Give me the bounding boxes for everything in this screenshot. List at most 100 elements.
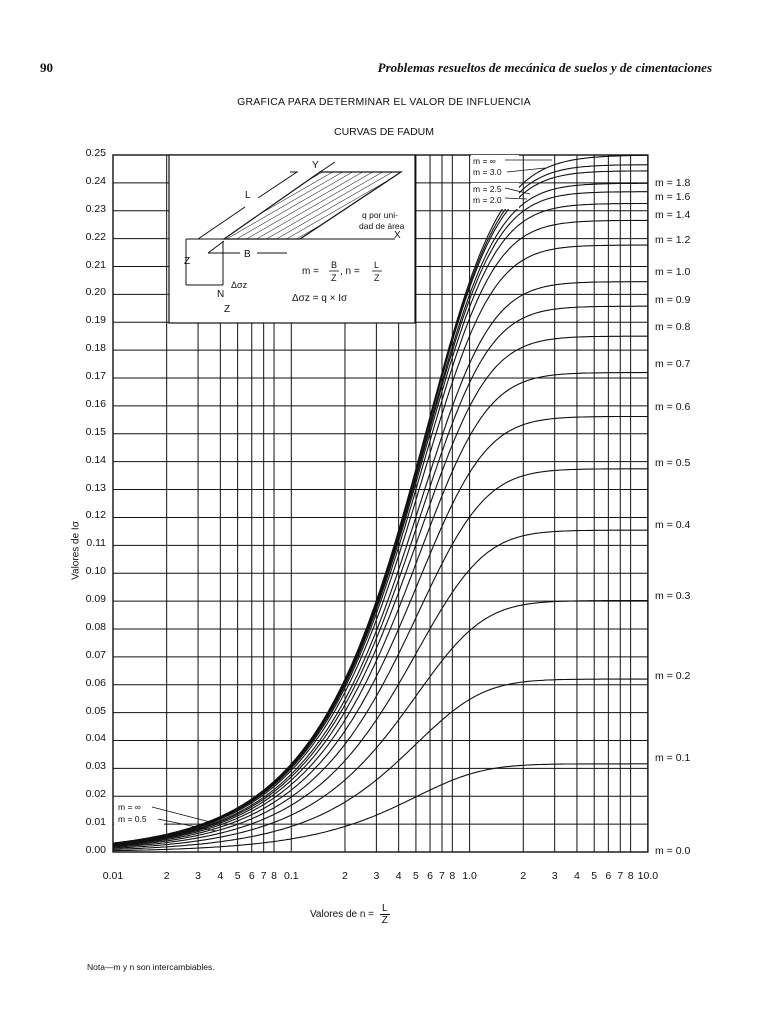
chart-subtitle: CURVAS DE FADUM [334, 126, 434, 138]
x-tick-label: 2 [342, 870, 348, 882]
curve-label: m = 0.3 [655, 590, 691, 602]
y-tick-label: 0.18 [85, 342, 106, 355]
inset-load-line1: q por uni- [362, 210, 398, 220]
y-tick-label: 0.05 [85, 704, 106, 717]
running-head: Problemas resueltos de mecánica de suelo… [377, 60, 712, 75]
x-tick-label: 8 [449, 870, 456, 882]
curve-label: m = 1.0 [655, 266, 691, 278]
chart-title: GRAFICA PARA DETERMINAR EL VALOR DE INFL… [237, 96, 531, 108]
inset-label-B: B [244, 249, 251, 260]
inset-label-dsigma: Δσz [231, 280, 248, 290]
y-tick-label: 0.13 [85, 481, 106, 494]
curve-label: m = 1.8 [655, 177, 691, 189]
x-axis-fraction: L Z [380, 903, 390, 926]
callout-bottom-m-0-5: m = 0.5 [118, 814, 147, 824]
callout-bottom-m-inf: m = ∞ [118, 802, 141, 812]
curve-m-0-7 [112, 372, 648, 846]
inset-diagram: L Y X B Z N Z Δσz q por uni- dad de área… [168, 154, 416, 324]
x-tick-label: 1.0 [462, 870, 477, 882]
curve-m-0-2 [112, 678, 648, 850]
inset-label-N: N [217, 289, 224, 300]
callout-m-2: m = 2.0 [473, 195, 502, 205]
curve-m-0-8 [112, 335, 648, 846]
y-tick-label: 0.08 [85, 620, 106, 633]
x-tick-label: 2 [163, 870, 170, 882]
callout-m-inf: m = ∞ [473, 156, 496, 166]
x-axis-label-prefix: Valores de n = [310, 909, 375, 920]
x-tick-label: 5 [413, 870, 419, 882]
x-tick-label: 7 [439, 870, 445, 882]
y-tick-label: 0.03 [85, 760, 106, 773]
y-tick-label: 0.14 [85, 453, 106, 466]
formula-n-label: , n = [340, 266, 360, 277]
x-axis-label: Valores de n = L Z [310, 903, 390, 926]
curve-m-1 [112, 281, 648, 845]
x-axis-fraction-den: Z [381, 915, 388, 926]
callout-bottom-labels: m = ∞ m = 0.5 [114, 801, 217, 832]
x-tick-label: 7 [617, 870, 624, 882]
y-tick-label: 0.10 [85, 565, 106, 578]
y-tick-label: 0.06 [85, 676, 106, 689]
x-tick-label: 6 [427, 870, 433, 882]
curve-label: m = 0.5 [655, 457, 691, 469]
footnote: Nota—m y n son intercambiables. [87, 962, 215, 972]
x-tick-label: 5 [591, 870, 598, 882]
x-tick-label: 10.0 [637, 870, 659, 882]
x-tick-label: 6 [605, 870, 612, 882]
y-tick-label: 0.24 [85, 174, 106, 187]
inset-label-Z-bottom: Z [224, 304, 230, 315]
curve-m-1-4 [112, 219, 648, 845]
x-tick-label: 8 [271, 870, 277, 882]
curve-label: m = 0.2 [655, 670, 691, 682]
y-tick-label: 0.11 [86, 537, 106, 550]
x-tick-label: 5 [234, 870, 241, 882]
y-tick-label: 0.07 [85, 648, 106, 661]
y-tick-label: 0.22 [85, 230, 106, 243]
y-tick-label: 0.16 [85, 397, 106, 410]
inset-label-L: L [245, 190, 251, 201]
y-tick-label: 0.01 [85, 816, 106, 829]
y-tick-label: 0.20 [85, 286, 106, 299]
formula-m-label: m = [302, 266, 319, 277]
formula-n-den: Z [374, 273, 380, 283]
y-tick-label: 0.23 [85, 202, 106, 215]
formula-n-num: L [374, 260, 379, 270]
x-tick-label: 6 [248, 870, 255, 882]
x-tick-label: 3 [551, 870, 558, 882]
formula-m-den: Z [331, 273, 337, 283]
x-tick-label: 4 [574, 870, 580, 882]
curve-label: m = 0.8 [655, 321, 691, 333]
curve-label: m = 0.6 [655, 401, 691, 413]
formula-m-num: B [331, 260, 337, 270]
inset-label-Z-left: Z [184, 256, 190, 267]
curve-m-0-5 [112, 468, 648, 847]
y-tick-label: 0.19 [85, 314, 106, 327]
curve-label: m = 0.1 [655, 752, 691, 764]
callout-m-2-5: m = 2.5 [473, 184, 502, 194]
y-tick-label: 0.15 [85, 425, 106, 438]
x-tick-label: 8 [627, 870, 634, 882]
curve-m-0-4 [112, 529, 648, 848]
inset-label-X: X [394, 230, 401, 241]
x-tick-label: 4 [217, 870, 224, 882]
y-tick-label: 0.17 [85, 370, 106, 383]
curve-m-1-2 [112, 244, 648, 845]
curve-label: m = 0.9 [655, 294, 691, 306]
callout-top-labels: m = ∞ m = 3.0 m = 2.5 m = 2.0 [471, 155, 552, 209]
y-axis-label: Valores de Iσ [70, 521, 82, 580]
y-tick-label: 0.02 [85, 788, 106, 801]
x-tick-label: 7 [260, 870, 267, 882]
y-tick-label: 0.21 [85, 258, 106, 271]
chart-grid [112, 154, 649, 853]
page-number: 90 [40, 60, 53, 75]
y-tick-label: 0.12 [85, 509, 106, 522]
x-tick-label: 3 [195, 870, 201, 882]
y-tick-label: 0.25 [85, 147, 106, 159]
curve-m-0-1 [112, 763, 648, 852]
y-tick-label: 0.00 [85, 844, 106, 856]
curve-m-0-3 [112, 600, 648, 849]
curve-label: m = 1.6 [655, 191, 691, 203]
y-tick-label: 0.04 [85, 732, 106, 745]
curve-label: m = 0.0 [655, 845, 691, 857]
